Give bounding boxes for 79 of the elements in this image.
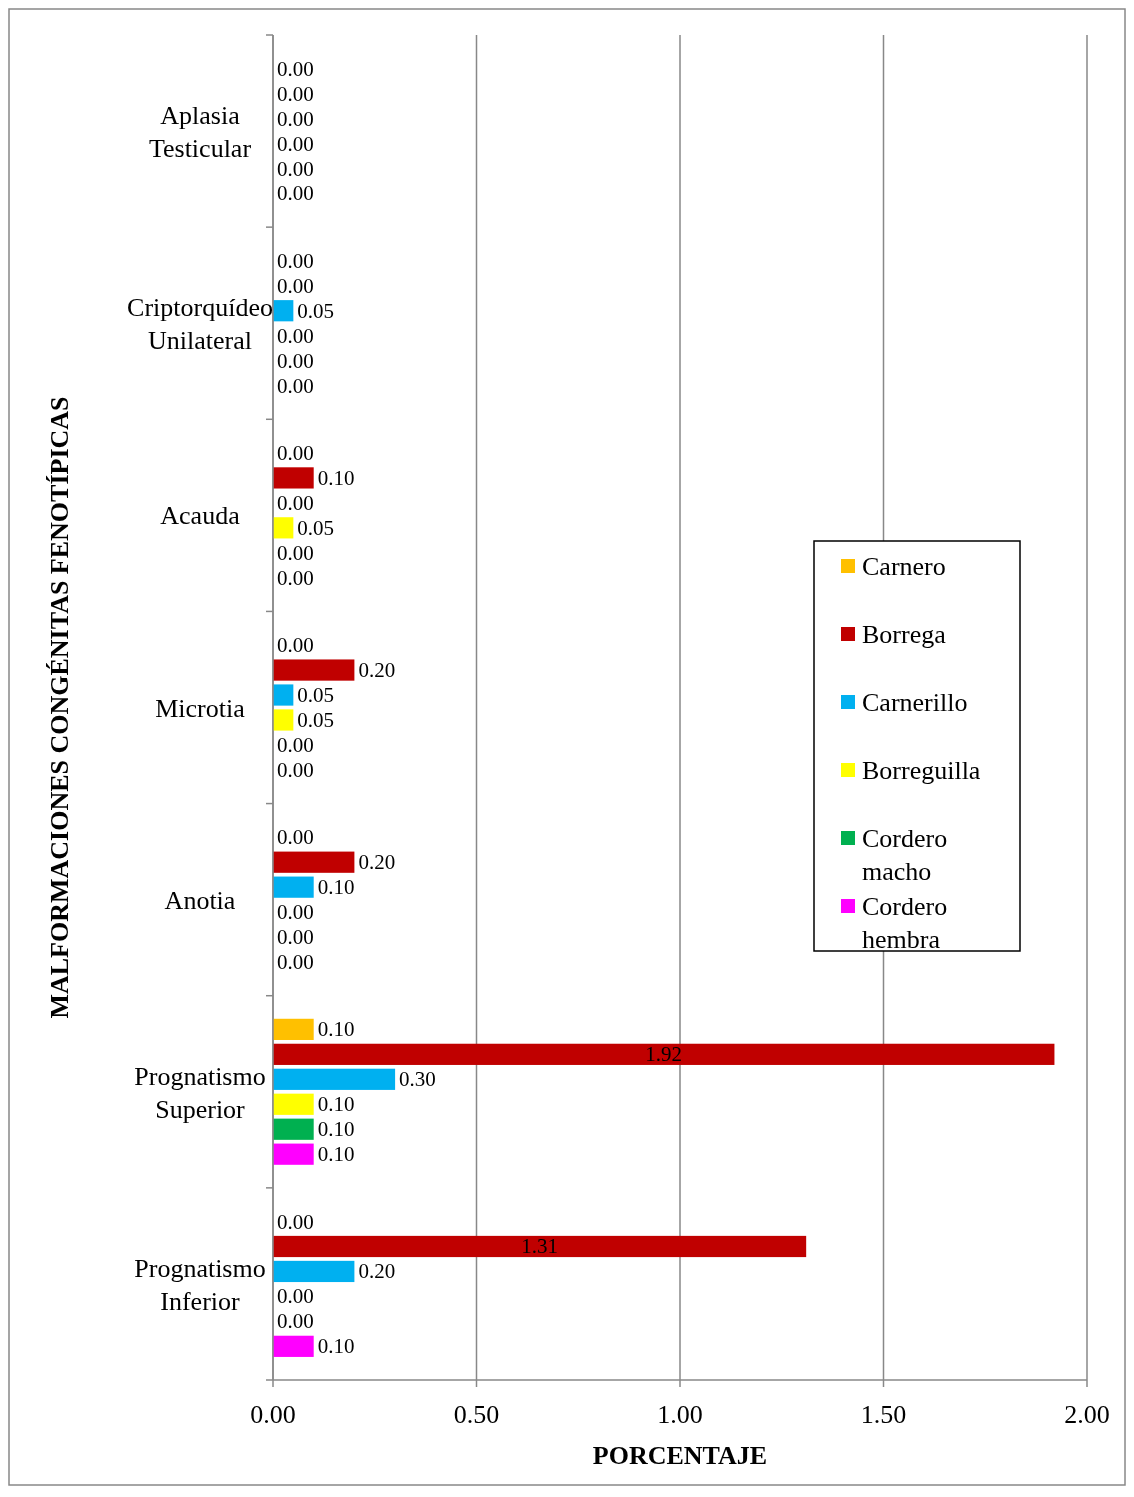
x-tick-label: 0.50	[453, 1400, 500, 1429]
legend-label: Cordero hembra	[862, 892, 948, 954]
data-label: 0.00	[277, 56, 314, 81]
data-label: 0.20	[358, 1259, 396, 1284]
bar	[273, 876, 314, 898]
data-label: 0.05	[297, 515, 335, 540]
bar	[273, 1235, 807, 1258]
bar	[273, 1068, 396, 1090]
bar	[273, 1260, 355, 1283]
data-label: 0.00	[277, 633, 314, 658]
data-label: 0.00	[277, 1284, 314, 1309]
bar	[273, 467, 314, 489]
data-label: 0.00	[277, 900, 314, 925]
data-label: 1.92	[645, 1042, 683, 1067]
bar	[273, 1118, 314, 1140]
y-tick-label: Criptorquídeo Unilateral	[127, 293, 273, 356]
data-label: 0.00	[277, 323, 314, 348]
data-label: 0.05	[297, 683, 335, 708]
data-label: 0.00	[277, 925, 314, 950]
bar	[273, 659, 355, 681]
data-label: 0.10	[317, 1334, 355, 1359]
data-label: 0.05	[297, 298, 335, 323]
data-label: 0.30	[399, 1067, 436, 1092]
y-tick-label: Microtia	[155, 693, 246, 723]
data-label: 0.05	[297, 707, 335, 732]
x-tick-label: 1.00	[657, 1400, 703, 1429]
legend-label: Cordero macho	[862, 824, 948, 886]
legend-label: Carnerillo	[862, 688, 968, 717]
data-label: 0.00	[277, 373, 314, 398]
data-label: 0.00	[277, 825, 314, 850]
bar	[273, 709, 294, 731]
data-label: 0.00	[277, 540, 314, 565]
data-label: 0.00	[277, 490, 314, 515]
bar	[273, 1093, 314, 1115]
legend-label: Borreguilla	[862, 756, 981, 785]
data-label: 0.20	[358, 850, 396, 875]
data-label: 0.10	[317, 1017, 355, 1042]
data-label: 0.00	[277, 440, 314, 465]
y-tick-label: Prognatismo Superior	[134, 1061, 266, 1124]
data-label: 1.31	[521, 1234, 558, 1259]
bar	[273, 1143, 314, 1165]
y-tick-label: Prognatismo Inferior	[134, 1253, 266, 1316]
data-label: 0.00	[277, 248, 314, 273]
data-label: 0.00	[277, 156, 314, 181]
bar	[273, 517, 294, 539]
data-label: 0.10	[317, 1117, 355, 1142]
x-tick-label: 0.00	[250, 1400, 296, 1429]
data-label: 0.00	[277, 181, 314, 206]
data-label: 0.00	[277, 348, 314, 373]
bar	[273, 851, 355, 873]
data-label: 0.00	[277, 106, 314, 131]
bar	[273, 684, 294, 706]
y-axis-title: MALFORMACIONES CONGÉNITAS FENOTÍPICAS	[45, 396, 74, 1019]
x-axis-title: PORCENTAJE	[592, 1441, 768, 1470]
legend-label: Borrega	[862, 620, 947, 649]
bar	[273, 1043, 1055, 1065]
data-label: 0.10	[317, 1092, 355, 1117]
data-label: 0.10	[317, 875, 355, 900]
data-label: 0.10	[317, 1142, 355, 1167]
bar	[273, 1335, 314, 1357]
data-label: 0.00	[277, 1309, 314, 1334]
data-label: 0.00	[277, 81, 314, 106]
x-tick-label: 1.50	[860, 1400, 907, 1429]
y-tick-label: Anotia	[164, 885, 236, 915]
data-label: 0.00	[277, 565, 314, 590]
bar	[273, 1018, 314, 1040]
data-label: 0.10	[317, 465, 355, 490]
data-label: 0.00	[277, 131, 314, 156]
data-label: 0.00	[277, 950, 314, 975]
data-label: 0.00	[277, 1209, 314, 1234]
legend-label: Carnero	[862, 552, 946, 581]
x-tick-label: 2.00	[1064, 1400, 1110, 1429]
data-label: 0.20	[358, 658, 396, 683]
data-label: 0.00	[277, 757, 314, 782]
y-tick-label: Acauda	[160, 501, 241, 531]
data-label: 0.00	[277, 273, 314, 298]
y-tick-label: Aplasia Testicular	[148, 101, 252, 164]
data-label: 0.00	[277, 732, 314, 757]
bar	[273, 300, 294, 322]
